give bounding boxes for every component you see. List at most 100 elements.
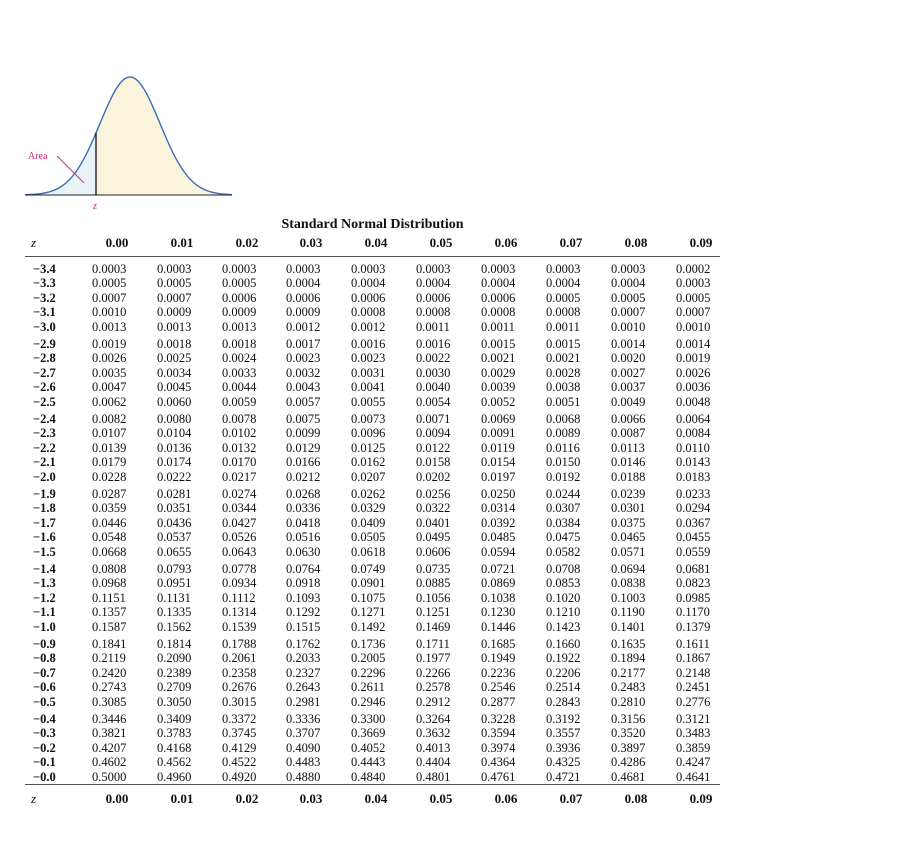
probability-cell: 0.0003: [611, 262, 646, 276]
probability-cell: 0.2578: [416, 680, 451, 695]
z-value: −2.5: [33, 394, 56, 409]
table-title: Standard Normal Distribution: [281, 217, 464, 232]
probability-cell: 0.1949: [481, 651, 516, 666]
probability-cell: 0.0014: [611, 337, 646, 351]
probability-cell: 0.0003: [416, 262, 451, 276]
probability-cell: 0.0006: [416, 290, 451, 305]
probability-cell: 0.0010: [611, 319, 646, 334]
z-value: −0.0: [33, 769, 56, 784]
probability-cell: 0.0037: [611, 380, 646, 395]
column-header: 0.02: [235, 791, 259, 806]
probability-cell: 0.3156: [611, 712, 646, 726]
probability-cell: 0.2148: [676, 665, 711, 680]
table-row: −0.7 0.2420 0.2389 0.2358 0.2327 0.2296 0.2266…: [25, 666, 720, 680]
z-value: −1.9: [33, 487, 56, 501]
probability-cell: 0.4129: [222, 740, 257, 755]
probability-cell: 0.0019: [676, 351, 711, 366]
probability-cell: 0.1056: [416, 590, 451, 605]
z-value: −2.2: [33, 440, 56, 455]
probability-cell: 0.0012: [286, 319, 321, 334]
probability-cell: 0.0013: [92, 319, 127, 334]
probability-cell: 0.0548: [92, 530, 127, 545]
probability-cell: 0.0062: [92, 394, 127, 409]
probability-cell: 0.0968: [92, 576, 127, 591]
probability-cell: 0.0606: [416, 544, 451, 559]
probability-cell: 0.0146: [611, 455, 646, 470]
probability-cell: 0.4920: [222, 769, 257, 784]
z-value: −2.0: [33, 469, 56, 484]
probability-cell: 0.0017: [286, 337, 321, 351]
probability-cell: 0.0084: [676, 426, 711, 441]
probability-cell: 0.0060: [157, 394, 192, 409]
probability-cell: 0.0116: [546, 440, 580, 455]
probability-cell: 0.0250: [481, 487, 516, 501]
probability-cell: 0.3783: [157, 726, 192, 741]
probability-cell: 0.0091: [481, 426, 516, 441]
probability-cell: 0.2005: [351, 651, 386, 666]
table-row: −1.9 0.0287 0.0281 0.0274 0.0268 0.0262 0.0256…: [25, 487, 720, 501]
probability-cell: 0.1539: [222, 619, 257, 634]
probability-cell: 0.0024: [222, 351, 257, 366]
probability-cell: 0.0239: [611, 487, 646, 501]
column-header: 0.07: [559, 791, 583, 806]
probability-cell: 0.2236: [481, 665, 516, 680]
probability-cell: 0.1867: [676, 651, 711, 666]
area-label: Area: [28, 151, 48, 162]
probability-cell: 0.0007: [611, 305, 646, 320]
table-row: −3.3 0.0005 0.0005 0.0005 0.0004 0.0004 0.0004…: [25, 276, 720, 290]
probability-cell: 0.1357: [92, 605, 127, 620]
probability-cell: 0.1003: [611, 590, 646, 605]
probability-cell: 0.2946: [351, 694, 386, 709]
probability-cell: 0.0516: [286, 530, 321, 545]
probability-cell: 0.3192: [546, 712, 581, 726]
probability-cell: 0.0078: [222, 412, 257, 426]
probability-cell: 0.0281: [157, 487, 192, 501]
probability-cell: 0.2810: [611, 694, 646, 709]
probability-cell: 0.2389: [157, 665, 192, 680]
probability-cell: 0.4641: [676, 769, 711, 784]
probability-cell: 0.1271: [351, 605, 386, 620]
probability-cell: 0.0003: [286, 262, 321, 276]
z-value: −1.0: [33, 619, 56, 634]
table-row: −3.1 0.0010 0.0009 0.0009 0.0009 0.0008 0.0008…: [25, 305, 720, 319]
table-row: −0.3 0.3821 0.3783 0.3745 0.3707 0.3669 0.3632…: [25, 726, 720, 740]
probability-cell: 0.0002: [676, 262, 711, 276]
probability-cell: 0.0268: [286, 487, 321, 501]
probability-cell: 0.0655: [157, 544, 192, 559]
probability-cell: 0.4840: [351, 769, 386, 784]
table-row: −3.0 0.0013 0.0013 0.0013 0.0012 0.0012 0.0011…: [25, 320, 720, 334]
probability-cell: 0.0885: [416, 576, 451, 591]
probability-cell: 0.0359: [92, 501, 127, 516]
z-header: z: [31, 791, 37, 806]
probability-cell: 0.2451: [676, 680, 711, 695]
probability-cell: 0.0125: [351, 440, 386, 455]
probability-cell: 0.0005: [611, 290, 646, 305]
probability-cell: 0.2177: [611, 665, 646, 680]
probability-cell: 0.0014: [676, 337, 711, 351]
probability-cell: 0.1210: [546, 605, 581, 620]
probability-cell: 0.0594: [481, 544, 516, 559]
table-row: −2.0 0.0228 0.0222 0.0217 0.0212 0.0207 0.0202…: [25, 470, 720, 484]
probability-cell: 0.2643: [286, 680, 321, 695]
probability-cell: 0.0006: [481, 290, 516, 305]
probability-cell: 0.0018: [222, 337, 257, 351]
column-header: 0.01: [170, 235, 194, 250]
table-row: −1.2 0.1151 0.1131 0.1112 0.1093 0.1075 0.1056…: [25, 591, 720, 605]
probability-cell: 0.0051: [546, 394, 581, 409]
z-value: −1.7: [33, 515, 56, 530]
probability-cell: 0.1112: [222, 590, 256, 605]
probability-cell: 0.0005: [92, 276, 127, 291]
probability-cell: 0.2676: [222, 680, 257, 695]
probability-cell: 0.0059: [222, 394, 257, 409]
z-value: −1.3: [33, 576, 56, 591]
probability-cell: 0.0004: [286, 276, 321, 291]
probability-cell: 0.0793: [157, 562, 192, 576]
probability-cell: 0.0154: [481, 455, 516, 470]
probability-cell: 0.2709: [157, 680, 192, 695]
probability-cell: 0.1190: [611, 605, 645, 620]
probability-cell: 0.0049: [611, 394, 646, 409]
z-value: −2.6: [33, 380, 56, 395]
probability-cell: 0.0455: [676, 530, 711, 545]
probability-cell: 0.0073: [351, 412, 386, 426]
probability-cell: 0.0778: [222, 562, 257, 576]
